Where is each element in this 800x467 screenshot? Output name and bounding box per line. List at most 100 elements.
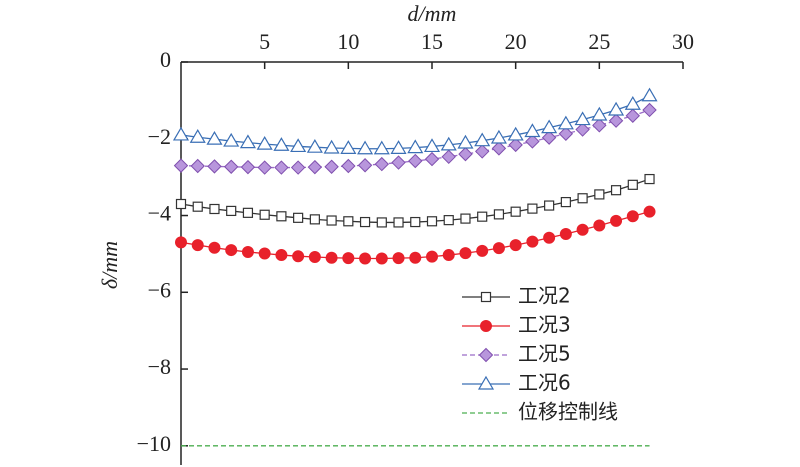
marker-diamond [525, 134, 540, 149]
marker-square [477, 211, 488, 222]
legend-label: 工况3 [518, 313, 571, 337]
marker-diamond [357, 158, 373, 173]
marker-circle [543, 231, 556, 244]
marker-square [443, 215, 454, 226]
marker-triangle [490, 129, 507, 144]
marker-circle [392, 252, 405, 265]
x-tick-label: 25 [588, 29, 610, 54]
marker-triangle [507, 126, 524, 141]
legend-marker [478, 347, 494, 363]
marker-square [577, 193, 588, 204]
marker-diamond [290, 160, 306, 175]
marker-circle [325, 251, 338, 264]
marker-triangle [407, 139, 424, 154]
marker-triangle [189, 129, 206, 143]
legend-marker [477, 375, 495, 390]
marker-square [376, 217, 387, 228]
marker-triangle [172, 126, 190, 141]
marker-diamond [541, 130, 557, 145]
marker-diamond [391, 155, 406, 170]
marker-circle [626, 210, 639, 223]
marker-diamond [642, 102, 657, 118]
marker-triangle [373, 140, 390, 155]
x-tick-label: 20 [505, 29, 527, 54]
marker-square [510, 206, 521, 217]
marker-diamond [307, 159, 323, 175]
marker-circle [643, 205, 656, 218]
marker-triangle [557, 115, 574, 130]
x-tick-label: 5 [259, 29, 270, 54]
x-tick-label: 15 [421, 29, 443, 54]
marker-triangle [290, 138, 307, 153]
marker-diamond [374, 156, 390, 172]
marker-diamond [608, 113, 624, 128]
y-tick-label: 0 [160, 47, 171, 72]
marker-triangle [641, 87, 658, 102]
marker-triangle [256, 135, 273, 150]
marker-circle [275, 249, 288, 262]
marker-square [309, 214, 320, 225]
marker-square [610, 185, 622, 196]
marker-square [293, 212, 304, 223]
marker-square [627, 179, 638, 190]
marker-triangle [541, 119, 558, 134]
marker-square [359, 216, 371, 228]
marker-circle [308, 250, 321, 263]
legend-label: 工况6 [518, 371, 571, 395]
marker-triangle [440, 136, 457, 151]
legend-marker [480, 291, 492, 303]
marker-triangle [357, 140, 374, 155]
marker-square [326, 215, 337, 226]
marker-square [493, 209, 505, 220]
marker-diamond [257, 160, 272, 175]
y-axis-label: δ/mm [97, 241, 122, 289]
x-tick-label: 10 [337, 29, 359, 54]
marker-circle [359, 252, 372, 265]
marker-diamond [592, 118, 607, 133]
marker-diamond [441, 149, 456, 165]
marker-triangle [306, 139, 323, 153]
marker-circle [292, 250, 305, 263]
marker-circle [375, 252, 388, 265]
marker-square [393, 217, 404, 228]
marker-square [560, 196, 571, 208]
marker-triangle [474, 132, 491, 147]
marker-diamond [575, 122, 590, 137]
marker-triangle [423, 138, 441, 153]
marker-diamond [491, 141, 507, 156]
marker-square [276, 211, 287, 222]
marker-circle [442, 249, 455, 262]
legend-marker [480, 320, 492, 332]
marker-diamond [240, 159, 256, 175]
marker-diamond [223, 159, 239, 174]
marker-square [644, 173, 655, 185]
marker-circle [476, 244, 489, 257]
marker-diamond [341, 158, 356, 174]
marker-triangle [591, 106, 608, 121]
marker-diamond [558, 126, 574, 141]
marker-diamond [274, 160, 289, 175]
marker-square [460, 213, 471, 224]
marker-square [242, 207, 254, 218]
marker-triangle [457, 134, 474, 149]
marker-diamond [508, 137, 523, 153]
marker-square [426, 216, 438, 227]
marker-circle [342, 252, 355, 265]
y-tick-label: −8 [148, 354, 171, 379]
marker-triangle [223, 132, 240, 147]
legend-label: 工况2 [518, 284, 571, 308]
marker-diamond [207, 159, 222, 174]
marker-triangle [273, 137, 290, 151]
marker-circle [593, 219, 606, 232]
marker-triangle [574, 111, 591, 126]
marker-triangle [239, 134, 256, 149]
marker-diamond [625, 108, 641, 123]
marker-circle [208, 241, 221, 254]
marker-circle [509, 239, 522, 252]
marker-circle [610, 214, 623, 227]
x-axis-label: d/mm [408, 1, 457, 26]
marker-triangle [390, 140, 407, 154]
marker-square [192, 201, 203, 212]
marker-circle [426, 250, 438, 263]
